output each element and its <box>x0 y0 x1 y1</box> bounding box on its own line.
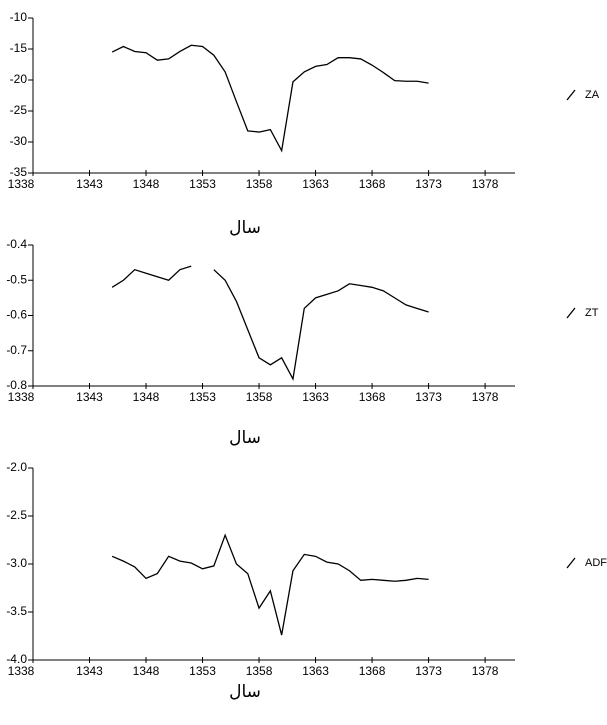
legend-swatch <box>566 307 576 319</box>
x-tick-label: 1363 <box>302 177 329 191</box>
x-tick-label: 1338 <box>8 390 35 404</box>
x-tick-label: 1358 <box>246 390 273 404</box>
y-tick-label: -3.5 <box>6 604 27 618</box>
y-tick-label: -35 <box>10 165 28 179</box>
x-tick-label: 1353 <box>189 177 216 191</box>
x-tick-label: 1358 <box>246 177 273 191</box>
x-tick-label: 1348 <box>133 390 160 404</box>
x-tick-label: 1343 <box>76 390 103 404</box>
legend-swatch <box>566 89 576 101</box>
y-tick-label: -3.0 <box>6 556 27 570</box>
legend-label: ZT <box>585 307 599 319</box>
y-tick-label: -25 <box>10 103 28 117</box>
y-tick-label: -0.8 <box>6 378 27 392</box>
line <box>111 265 429 381</box>
x-tick-label: 1368 <box>359 664 386 678</box>
line <box>111 533 429 636</box>
x-tick-label: 1353 <box>189 390 216 404</box>
x-axis-label: سال <box>229 218 261 238</box>
x-tick-label: 1378 <box>472 390 499 404</box>
x-tick-label: 1378 <box>472 177 499 191</box>
y-tick-label: -0.7 <box>6 343 27 357</box>
y-tick-label: -0.5 <box>6 272 27 286</box>
legend-label: ZA <box>585 89 600 101</box>
x-tick-label: 1363 <box>302 664 329 678</box>
legend-label: ADFB <box>585 557 607 569</box>
x-axis-label: سال <box>229 682 261 702</box>
x-tick-label: 1373 <box>415 177 442 191</box>
x-tick-label: 1353 <box>189 664 216 678</box>
x-tick-label: 1358 <box>246 664 273 678</box>
y-tick-label: -15 <box>10 41 28 55</box>
x-tick-label: 1338 <box>8 177 35 191</box>
x-tick-label: 1363 <box>302 390 329 404</box>
x-tick-label: 1343 <box>76 664 103 678</box>
line <box>111 44 429 153</box>
y-tick-label: -10 <box>10 10 28 24</box>
y-tick-label: -0.6 <box>6 308 27 322</box>
x-tick-label: 1378 <box>472 664 499 678</box>
y-tick-label: -0.4 <box>6 237 27 251</box>
x-tick-label: 1343 <box>76 177 103 191</box>
y-tick-label: -30 <box>10 134 28 148</box>
y-tick-label: -20 <box>10 72 28 86</box>
x-tick-label: 1348 <box>133 664 160 678</box>
x-tick-label: 1373 <box>415 390 442 404</box>
x-tick-label: 1368 <box>359 177 386 191</box>
x-tick-label: 1338 <box>8 664 35 678</box>
x-tick-label: 1373 <box>415 664 442 678</box>
x-tick-label: 1368 <box>359 390 386 404</box>
x-axis-label: سال <box>229 428 261 448</box>
legend-swatch <box>566 557 576 569</box>
y-tick-label: -2.0 <box>6 460 27 474</box>
y-tick-label: -4.0 <box>6 652 27 666</box>
y-tick-label: -2.5 <box>6 508 27 522</box>
x-tick-label: 1348 <box>133 177 160 191</box>
